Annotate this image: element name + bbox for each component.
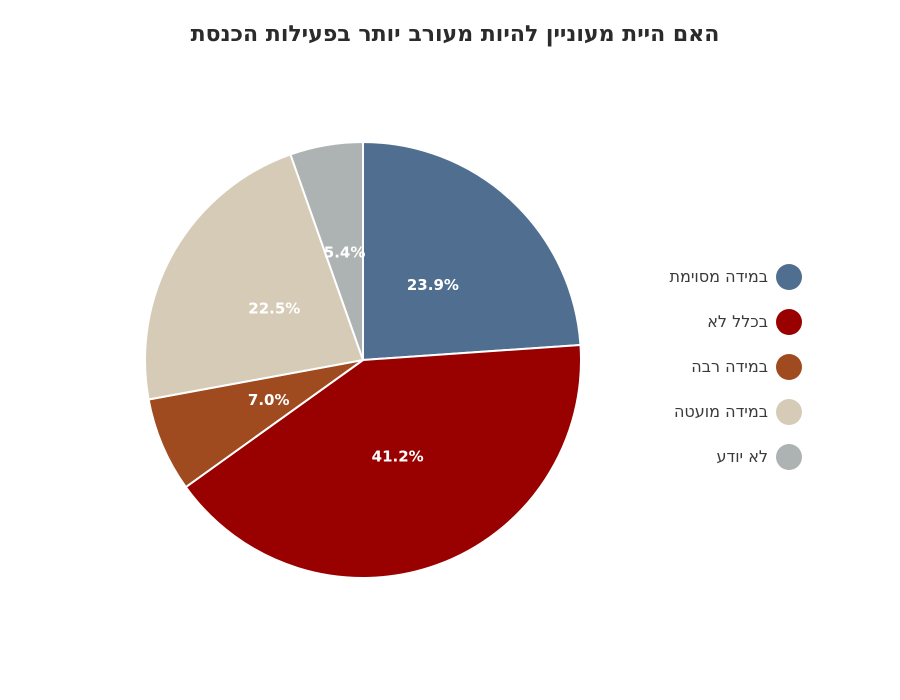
legend-swatch-icon	[776, 398, 802, 425]
pie-value-label-3: 7.0%	[248, 391, 290, 409]
legend-label: לא יודע	[716, 447, 768, 466]
legend-label: במידה מועטה	[673, 402, 768, 421]
legend-item-2: בכלל לא	[620, 299, 802, 344]
legend: במידה מסוימת בכלל לא במידה רבה במידה מועטה ל…	[620, 254, 802, 479]
pie-slice-1	[362, 141, 582, 361]
pie-value-label-1: 23.9%	[407, 276, 459, 294]
legend-label: במידה מסוימת	[669, 267, 768, 286]
pie-slice-5	[289, 141, 364, 361]
legend-item-5: לא יודע	[620, 434, 802, 479]
legend-swatch-icon	[776, 263, 802, 290]
legend-swatch-icon	[776, 308, 802, 335]
legend-label: בכלל לא	[707, 312, 768, 331]
legend-swatch-icon	[776, 443, 802, 470]
legend-label: במידה רבה	[691, 357, 768, 376]
legend-item-4: במידה מועטה	[620, 389, 802, 434]
legend-swatch-icon	[776, 353, 802, 380]
pie-slice-2	[184, 343, 582, 580]
pie-value-label-2: 41.2%	[372, 447, 424, 465]
legend-item-3: במידה רבה	[620, 344, 802, 389]
pie-slice-4	[144, 153, 364, 401]
legend-item-1: במידה מסוימת	[620, 254, 802, 299]
pie-value-label-4: 22.5%	[248, 300, 300, 318]
chart-title: האם היית מעוניין להיות מעורב יותר בפעילו…	[190, 22, 720, 47]
pie-slices	[144, 141, 582, 580]
pie-value-label-5: 5.4%	[324, 244, 366, 262]
pie-value-labels: 23.9% 41.2% 7.0% 22.5% 5.4%	[248, 244, 459, 466]
